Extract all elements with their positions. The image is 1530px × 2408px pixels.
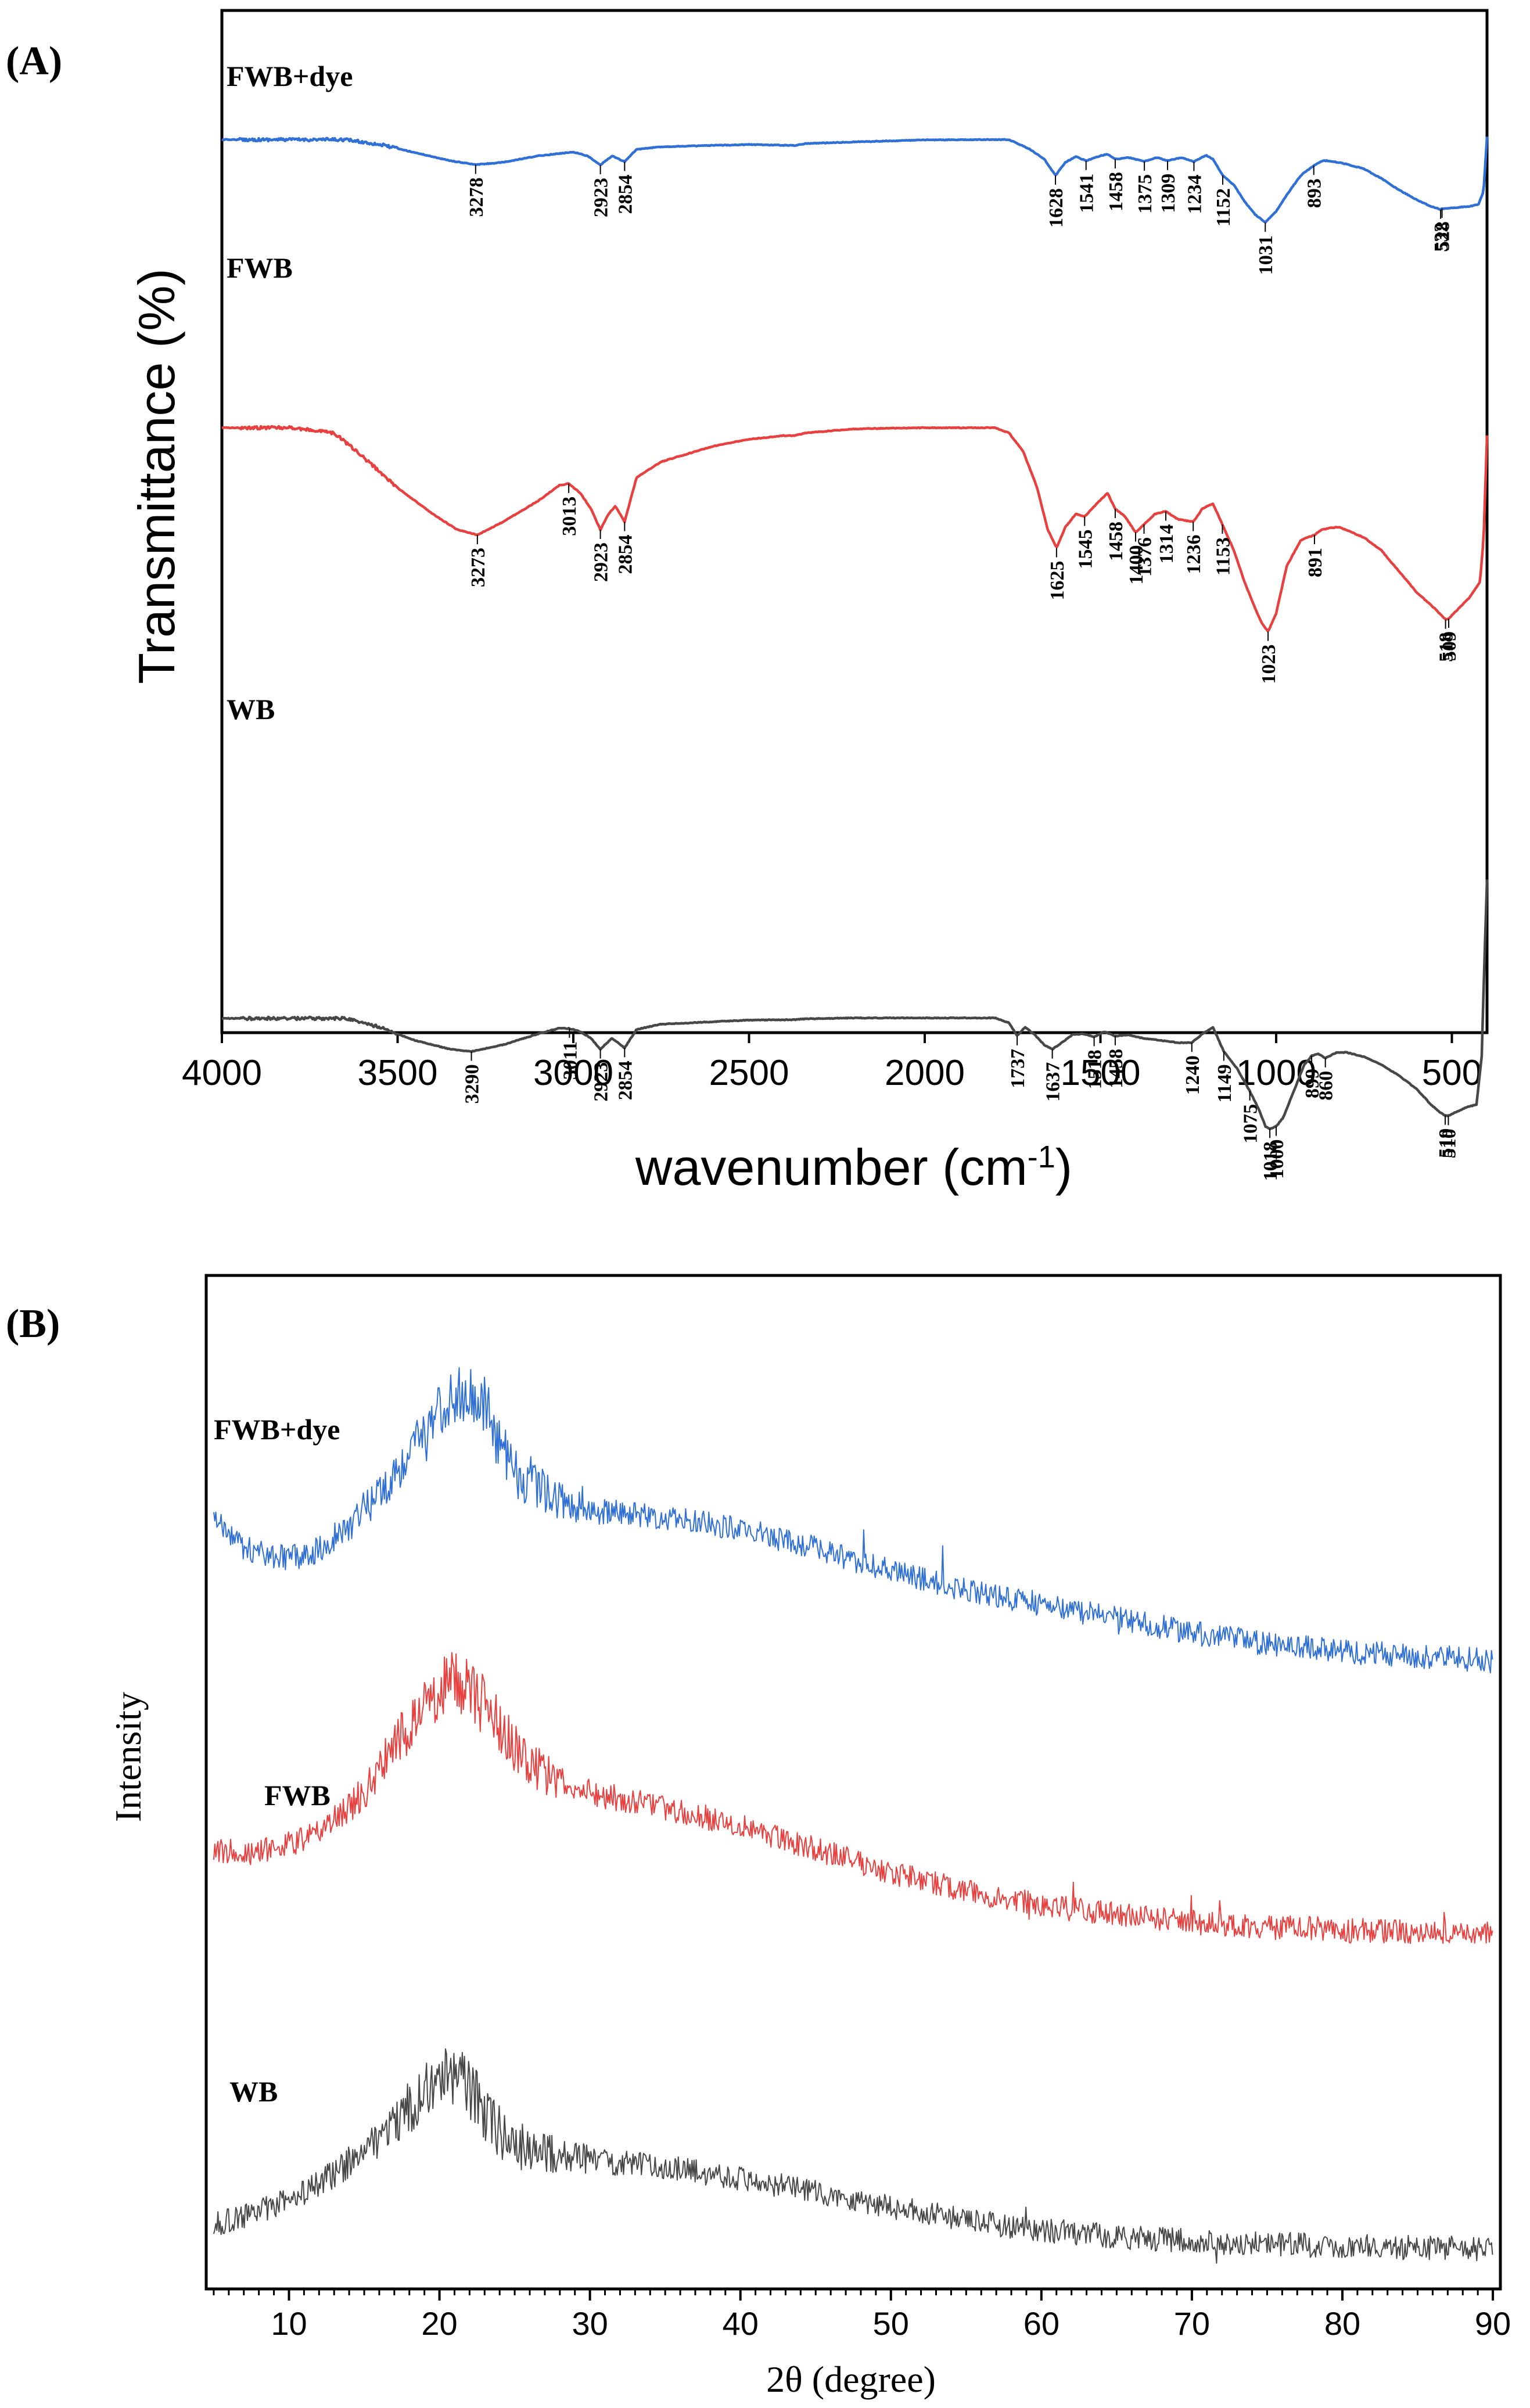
peak-label: 532 xyxy=(1431,222,1452,252)
peak-label: 2854 xyxy=(615,535,636,574)
panel-a-series-labels: FWB+dye FWB WB xyxy=(227,60,353,725)
peak-label: 1541 xyxy=(1076,174,1098,213)
panel-b: (B) 10 20 30 40 50 60 70 80 90 FWB+dye FWB WB In… xyxy=(6,1274,1511,2400)
peak-label: 1737 xyxy=(1007,1049,1029,1088)
peak-label: 1236 xyxy=(1183,535,1205,574)
x-tick-label: 3500 xyxy=(358,1053,438,1093)
panel-b-plot-frame xyxy=(204,1274,1502,2291)
peak-label: 893 xyxy=(1304,178,1326,208)
series-line-fwb-dye xyxy=(221,136,1489,224)
peak-label: 1625 xyxy=(1047,561,1068,601)
peak-label: 2923 xyxy=(591,178,612,217)
peak-label: 1458 xyxy=(1105,1049,1127,1088)
x-tick-label: 50 xyxy=(873,2305,909,2342)
panel-a-x-axis-label: wavenumber (cm-1) xyxy=(635,1138,1072,1196)
peak-label: 1152 xyxy=(1213,188,1234,227)
series-label-fwb-dye: FWB+dye xyxy=(227,60,353,92)
peak-label: 3278 xyxy=(466,178,487,217)
panel-b-x-ticks: 10 20 30 40 50 60 70 80 90 xyxy=(213,2289,1511,2342)
panel-a-y-axis-label: Transmittance (%) xyxy=(128,268,185,684)
peak-label: 1149 xyxy=(1214,1064,1236,1102)
peak-label: 1375 xyxy=(1134,174,1156,214)
peak-label: 1458 xyxy=(1105,172,1127,211)
peak-label: 1637 xyxy=(1043,1062,1064,1102)
x-tick-label: 1500 xyxy=(1061,1053,1141,1093)
peak-label: 510 xyxy=(1438,1128,1460,1158)
peak-label: 899 xyxy=(1302,1069,1323,1098)
peak-label: 1400 xyxy=(1126,545,1147,585)
panel-a-curves xyxy=(221,136,1489,1131)
panel-b-series-labels: FWB+dye FWB WB xyxy=(214,1413,340,2108)
x-tick-label: 3000 xyxy=(533,1053,613,1093)
x-tick-label: 30 xyxy=(572,2305,608,2342)
peak-label: 1000 xyxy=(1266,1140,1288,1179)
x-tick-label: 60 xyxy=(1023,2305,1059,2342)
x-tick-label: 4000 xyxy=(182,1053,262,1093)
peak-label: 1240 xyxy=(1182,1055,1204,1095)
peak-label: 2854 xyxy=(615,1061,636,1100)
peak-label: 1023 xyxy=(1258,645,1280,684)
peak-label: 519 xyxy=(1435,1128,1457,1158)
peak-label: 1075 xyxy=(1240,1104,1262,1144)
x-tick-label: 90 xyxy=(1475,2305,1511,2342)
series-line-wb xyxy=(221,879,1489,1131)
peak-label: 2854 xyxy=(615,175,636,214)
peak-label: 1458 xyxy=(1105,522,1127,561)
peak-label: 1376 xyxy=(1134,537,1156,577)
x-tick-label: 1000 xyxy=(1236,1053,1316,1093)
x-axis-label-sup: -1 xyxy=(1028,1140,1055,1174)
x-tick-label: 10 xyxy=(271,2305,307,2342)
peak-label: 1234 xyxy=(1184,175,1205,214)
peak-label: 528 xyxy=(1432,221,1454,251)
peak-label: 1314 xyxy=(1156,524,1177,564)
panel-b-x-axis-label: 2θ (degree) xyxy=(766,2359,936,2400)
peak-label: 1309 xyxy=(1158,174,1179,213)
x-tick-label: 2000 xyxy=(885,1053,965,1093)
peak-label: 2923 xyxy=(591,1062,612,1102)
peak-label: 860 xyxy=(1316,1071,1337,1101)
series-line-b-fwb xyxy=(213,1652,1493,1944)
x-axis-label-main: wavenumber (cm xyxy=(635,1138,1028,1196)
peak-label: 1545 xyxy=(1075,530,1096,569)
peak-label: 3013 xyxy=(559,497,580,536)
peak-label: 3290 xyxy=(462,1064,483,1104)
series-line-b-fwb-dye xyxy=(213,1367,1493,1674)
series-label-b-fwb-dye: FWB+dye xyxy=(214,1413,340,1446)
peak-label: 3011 xyxy=(559,1041,581,1080)
x-tick-label: 2500 xyxy=(709,1053,789,1093)
peak-label: 2923 xyxy=(591,542,612,582)
panel-a-label: (A) xyxy=(6,39,62,84)
x-tick-label: 500 xyxy=(1422,1053,1482,1093)
panel-b-curves xyxy=(213,1367,1493,2264)
peak-label: 1018 xyxy=(1260,1141,1281,1181)
series-line-fwb xyxy=(221,425,1489,632)
peak-label: 1031 xyxy=(1255,235,1277,275)
series-label-b-fwb: FWB xyxy=(264,1779,331,1812)
peak-label: 3273 xyxy=(468,548,489,587)
x-tick-label: 80 xyxy=(1324,2305,1360,2342)
panel-a-x-ticks: 4000 3500 3000 2500 2000 1500 1000 500 xyxy=(182,1033,1482,1093)
peak-label: 1628 xyxy=(1046,188,1067,228)
peak-label: 891 xyxy=(1305,548,1326,577)
peak-label: 1518 xyxy=(1084,1050,1106,1089)
panel-a-plot-frame xyxy=(220,9,1489,1034)
panel-a-peak-labels: 3278 2923 2854 1628 1541 1458 1375 1309 1234 1152… xyxy=(462,159,1460,1181)
series-label-wb: WB xyxy=(227,693,275,725)
x-tick-label: 40 xyxy=(723,2305,759,2342)
x-tick-label: 20 xyxy=(421,2305,457,2342)
panel-b-y-axis-label: Intensity xyxy=(107,1692,149,1822)
series-label-b-wb: WB xyxy=(229,2075,278,2108)
peak-label: 518 xyxy=(1436,632,1457,662)
x-tick-label: 70 xyxy=(1174,2305,1210,2342)
x-axis-label-close: ) xyxy=(1055,1138,1072,1196)
panel-b-label: (B) xyxy=(6,1302,60,1346)
series-line-b-wb xyxy=(213,2048,1493,2264)
panel-a: (A) 4000 3500 3000 2500 2000 1500 1000 500 3278… xyxy=(6,9,1489,1196)
series-label-fwb: FWB xyxy=(227,251,293,284)
peak-label: 1153 xyxy=(1212,537,1234,576)
peak-label: 509 xyxy=(1439,631,1460,661)
